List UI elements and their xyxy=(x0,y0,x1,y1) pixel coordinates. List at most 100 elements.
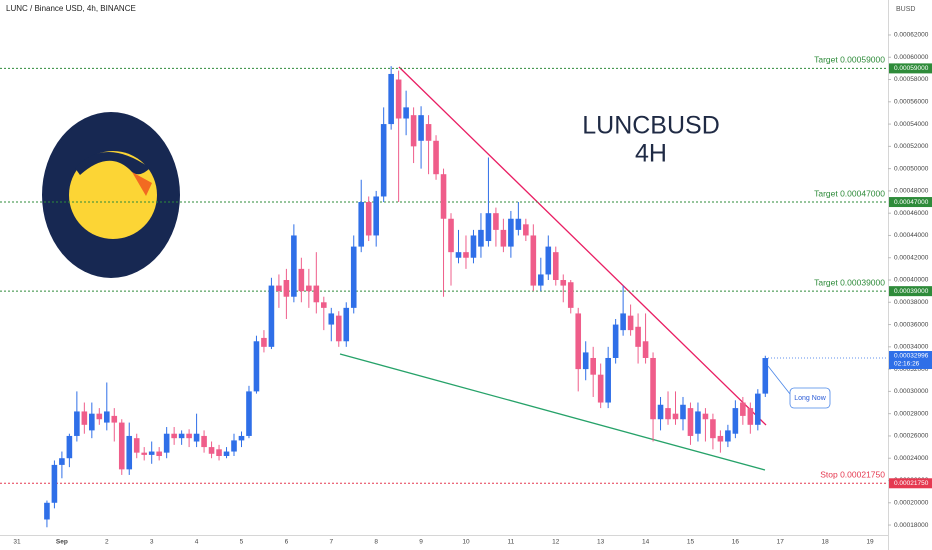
candle-body xyxy=(455,252,462,258)
candle-body xyxy=(313,285,320,303)
x-tick-label: 9 xyxy=(419,539,423,546)
candle-body xyxy=(156,451,162,456)
candle-body xyxy=(485,213,492,242)
level-label: Target 0.00059000 xyxy=(814,55,885,65)
candle-body xyxy=(493,213,499,230)
candle-body xyxy=(755,393,761,425)
candle-body xyxy=(148,451,155,455)
candle-body xyxy=(725,430,731,442)
candle-body xyxy=(44,502,50,520)
candle-body xyxy=(538,274,544,286)
candle-body xyxy=(133,438,140,453)
candle-body xyxy=(321,302,327,308)
candle-body xyxy=(642,341,649,358)
candle-body xyxy=(268,285,275,347)
x-tick-label: 17 xyxy=(777,539,785,546)
candle-body xyxy=(246,391,252,436)
candle-body xyxy=(253,341,260,392)
level-axis-box xyxy=(889,286,932,297)
chart-title: LUNC / Binance USD, 4h, BINANCE xyxy=(6,4,136,13)
candle-body xyxy=(597,374,604,403)
candle-body xyxy=(635,326,641,347)
candle-body xyxy=(403,107,409,119)
candle-body xyxy=(710,419,716,439)
candle-body xyxy=(163,433,170,453)
candle-body xyxy=(171,433,177,439)
x-tick-label: 4 xyxy=(195,539,199,546)
level-axis-box xyxy=(889,63,932,74)
candle-body xyxy=(418,115,424,141)
x-tick-label: 19 xyxy=(866,539,874,546)
x-tick-label: 14 xyxy=(642,539,650,546)
y-tick-label: 0.00030000 xyxy=(894,388,929,395)
candle-body xyxy=(687,408,694,436)
candle-body xyxy=(425,124,432,141)
y-tick-label: 0.00020000 xyxy=(894,499,929,506)
y-tick-label: 0.00034000 xyxy=(894,344,929,351)
candle-body xyxy=(747,408,754,425)
candle-body xyxy=(605,357,611,403)
candle-body xyxy=(66,435,73,459)
candle-body xyxy=(433,140,439,175)
candle-body xyxy=(732,408,739,434)
candle-body xyxy=(186,433,192,439)
countdown-label: 02:16:26 xyxy=(894,361,920,368)
x-tick-label: 6 xyxy=(285,539,289,546)
axis-unit: BUSD xyxy=(896,6,915,13)
candle-body xyxy=(575,313,582,370)
y-tick-label: 0.00038000 xyxy=(894,299,929,306)
level-axis-box xyxy=(889,197,932,208)
candle-body xyxy=(343,307,350,342)
candle-body xyxy=(545,246,552,275)
x-tick-label: 12 xyxy=(552,539,560,546)
x-tick-label: 5 xyxy=(240,539,244,546)
candle-body xyxy=(223,451,230,456)
candle-body xyxy=(478,229,484,247)
resistance-trendline xyxy=(398,66,767,426)
y-tick-label: 0.00032000 xyxy=(894,366,929,373)
logo xyxy=(42,112,180,278)
last-price-label: 0.00032996 xyxy=(894,353,929,360)
level-axis-box xyxy=(889,478,932,489)
candle-body xyxy=(702,413,709,420)
y-tick-label: 0.00060000 xyxy=(894,54,929,61)
y-tick-label: 0.00050000 xyxy=(894,165,929,172)
candle-body xyxy=(672,413,679,420)
candle-body xyxy=(51,464,58,503)
candle-body xyxy=(650,357,656,420)
heading: LUNCBUSD xyxy=(582,112,720,140)
candle-body xyxy=(231,440,237,452)
y-tick-label: 0.00026000 xyxy=(894,433,929,440)
candle-body xyxy=(350,246,357,308)
level-label: Target 0.00039000 xyxy=(814,277,885,287)
level-axis-label: 0.00021750 xyxy=(894,480,929,487)
candle-body xyxy=(328,313,335,325)
y-tick-label: 0.00042000 xyxy=(894,254,929,261)
candle-body xyxy=(208,447,215,454)
candle-body xyxy=(118,422,125,470)
y-tick-label: 0.00046000 xyxy=(894,210,929,217)
candle-body xyxy=(523,224,529,236)
y-tick-label: 0.00062000 xyxy=(894,32,929,39)
candle-body xyxy=(298,268,305,292)
candle-body xyxy=(388,73,394,125)
candle-body xyxy=(216,449,222,456)
x-tick-label: 8 xyxy=(374,539,378,546)
level-label: Stop 0.00021750 xyxy=(820,470,885,480)
candle-body xyxy=(627,315,634,331)
support-trendline xyxy=(339,353,766,471)
y-tick-label: 0.00048000 xyxy=(894,188,929,195)
y-tick-label: 0.00040000 xyxy=(894,277,929,284)
candle-body xyxy=(567,282,574,308)
subheading: 4H xyxy=(635,140,667,168)
candle-body xyxy=(306,285,312,292)
candle-body xyxy=(448,218,454,253)
x-tick-label: 7 xyxy=(329,539,333,546)
candle-body xyxy=(762,358,769,394)
level-axis-label: 0.00047000 xyxy=(894,199,929,206)
x-tick-label: 31 xyxy=(13,539,21,546)
callout-box xyxy=(789,387,831,409)
plot-layer: 0.000180000.000200000.000220000.00024000… xyxy=(0,32,932,546)
